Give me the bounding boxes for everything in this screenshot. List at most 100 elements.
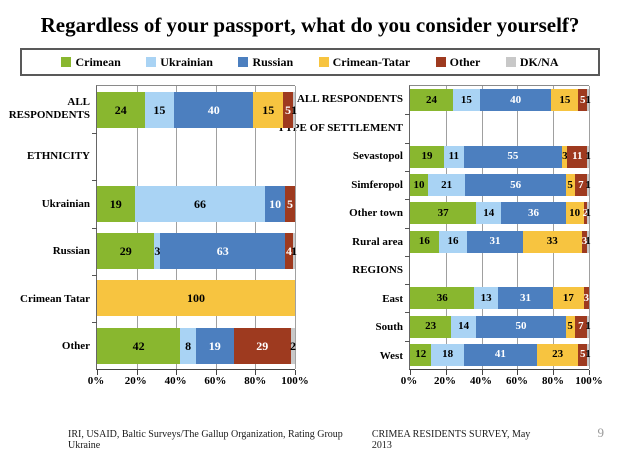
bar-segment-crimean-tatar: 17 bbox=[553, 287, 584, 310]
bar-value: 63 bbox=[216, 244, 229, 259]
bar-segment-crimean-tatar: 5 bbox=[565, 315, 575, 338]
plot-row-type-of-settlement bbox=[410, 114, 589, 142]
plot-row-rural-area: 16 16 31 33 3 1 bbox=[410, 228, 591, 256]
plot-column: 24 15 40 15 5 1 19 11 55 3 11 1 10 21 56 5 7 1 37 14 36 10 2 1 1… bbox=[401, 85, 603, 394]
bar-segment-dk-na: 1 bbox=[585, 89, 591, 112]
legend-item-dk-na: DK/NA bbox=[505, 55, 558, 70]
group-header-regions: REGIONS bbox=[309, 256, 409, 285]
bar-value: 19 bbox=[208, 338, 221, 353]
bar-crimean-tatar: 100 bbox=[97, 280, 295, 317]
plot-row-ukrainian: 19 66 10 5 bbox=[97, 180, 295, 227]
bar-value: 15 bbox=[153, 102, 166, 117]
legend-label: Other bbox=[449, 54, 481, 69]
bar-value: 18 bbox=[442, 348, 454, 361]
bar-all-respondents: 24 15 40 15 5 1 bbox=[410, 89, 591, 112]
bar-value: 7 bbox=[578, 320, 584, 333]
bar-value: 2 bbox=[582, 206, 589, 219]
bar-segment-ukrainian: 3 bbox=[154, 233, 161, 270]
category-label-crimean-tatar: Crimean Tatar bbox=[10, 275, 96, 323]
x-tick-label: 0% bbox=[400, 375, 418, 388]
x-tick-label: 20% bbox=[434, 375, 456, 388]
bar-sevastopol: 19 11 55 3 11 1 bbox=[410, 145, 591, 168]
bar-value: 40 bbox=[207, 102, 220, 117]
row-label-text: Crimean Tatar bbox=[20, 292, 90, 305]
bar-segment-other: 5 bbox=[283, 91, 293, 128]
charts-area: ALL RESPONDENTS ETHNICITY Ukrainian Russian… bbox=[0, 85, 620, 394]
group-header-type-of-settlement: TYPE OF SETTLEMENT bbox=[277, 114, 409, 143]
bar-value: 19 bbox=[421, 150, 433, 163]
bar-segment-russian: 31 bbox=[467, 230, 523, 253]
bar-other: 42 8 19 29 2 bbox=[97, 327, 296, 364]
bar-value: 1 bbox=[585, 150, 591, 163]
bar-east: 36 13 31 17 3 bbox=[410, 287, 589, 310]
bar-segment-ukrainian: 15 bbox=[452, 89, 480, 112]
plot-row-all-respondents: 24 15 40 15 5 1 bbox=[410, 86, 591, 114]
bar-segment-other: 29 bbox=[233, 327, 291, 364]
bar-value: 3 bbox=[154, 244, 161, 259]
plot-row-russian: 29 3 63 4 1 bbox=[97, 228, 297, 275]
y-axis-tick bbox=[92, 180, 97, 182]
x-tick-label: 100% bbox=[281, 375, 309, 388]
bar-value: 31 bbox=[489, 235, 501, 248]
bar-value: 2 bbox=[289, 338, 296, 353]
bar-segment-other: 7 bbox=[574, 174, 588, 197]
bar-segment-crimean-tatar: 15 bbox=[551, 89, 579, 112]
y-axis-tick bbox=[405, 284, 410, 286]
bar-value: 10 bbox=[413, 178, 425, 191]
gridline bbox=[589, 86, 590, 370]
x-axis-tick bbox=[255, 370, 257, 376]
bar-segment-crimean-tatar: 3 bbox=[562, 145, 568, 168]
x-axis: 0% 20% 40% 60% 80% 100% bbox=[88, 370, 309, 394]
bar-rural-area: 16 16 31 33 3 1 bbox=[410, 230, 591, 253]
x-tick-label: 0% bbox=[87, 375, 105, 388]
legend-swatch-crimean-tatar-icon bbox=[318, 57, 329, 68]
y-axis-tick bbox=[92, 227, 97, 229]
category-label-all-respondents: ALL RESPONDENTS bbox=[297, 85, 409, 114]
legend-swatch-ukrainian-icon bbox=[146, 57, 157, 68]
category-label-rural-area: Rural area bbox=[309, 228, 409, 257]
category-label-west: West bbox=[309, 342, 409, 371]
y-axis-tick bbox=[92, 133, 97, 135]
x-axis-tick bbox=[295, 370, 296, 376]
y-axis-tick bbox=[405, 227, 410, 229]
bar-segment-other: 11 bbox=[567, 145, 588, 168]
bar-value: 13 bbox=[480, 291, 492, 304]
category-label-other-town: Other town bbox=[309, 199, 409, 228]
bar-value: 5 bbox=[579, 348, 586, 361]
plot-area: 24 15 40 15 5 1 19 66 10 5 29 3 63 4 1 100 42 8 19 29 2 bbox=[92, 85, 297, 376]
bar-value: 16 bbox=[447, 235, 459, 248]
bar-segment-russian: 50 bbox=[476, 315, 566, 338]
legend-label: Crimean-Tatar bbox=[332, 54, 411, 69]
bar-value: 10 bbox=[269, 197, 282, 212]
page-number: 9 bbox=[597, 425, 605, 440]
bar-segment-crimean-tatar: 100 bbox=[97, 280, 295, 317]
legend-item-crimean-tatar: Crimean-Tatar bbox=[318, 54, 411, 70]
y-axis-tick bbox=[405, 199, 410, 201]
bar-segment-other: 5 bbox=[285, 186, 295, 223]
bar-value: 1 bbox=[585, 93, 591, 106]
category-label-sevastopol: Sevastopol bbox=[309, 142, 409, 171]
x-axis-tick bbox=[445, 370, 447, 376]
y-axis-tick bbox=[405, 114, 410, 116]
bar-value: 12 bbox=[415, 348, 427, 361]
bar-segment-ukrainian: 66 bbox=[134, 186, 266, 223]
chart-ethnicity: ALL RESPONDENTS ETHNICITY Ukrainian Russian… bbox=[9, 85, 309, 394]
x-axis-tick bbox=[589, 370, 590, 376]
gridline bbox=[136, 86, 138, 370]
legend-swatch-crimean-icon bbox=[61, 57, 72, 68]
y-axis-tick bbox=[405, 255, 410, 257]
bar-segment-crimean: 36 bbox=[410, 287, 475, 310]
bar-segment-russian: 55 bbox=[463, 145, 563, 168]
legend-item-other: Other bbox=[435, 54, 481, 70]
bar-west: 12 18 41 23 5 1 bbox=[410, 343, 591, 366]
x-axis-tick bbox=[97, 370, 98, 376]
bar-segment-crimean: 37 bbox=[410, 202, 477, 225]
legend-label: Russian bbox=[252, 54, 294, 69]
group-header-ethnicity: ETHNICITY bbox=[10, 133, 96, 181]
bar-value: 16 bbox=[418, 235, 430, 248]
plot-row-simferopol: 10 21 56 5 7 1 bbox=[410, 171, 591, 199]
bar-segment-russian: 40 bbox=[174, 91, 254, 128]
bar-value: 17 bbox=[562, 291, 574, 304]
bar-value: 15 bbox=[460, 93, 472, 106]
legend-item-ukrainian: Ukrainian bbox=[146, 55, 213, 70]
